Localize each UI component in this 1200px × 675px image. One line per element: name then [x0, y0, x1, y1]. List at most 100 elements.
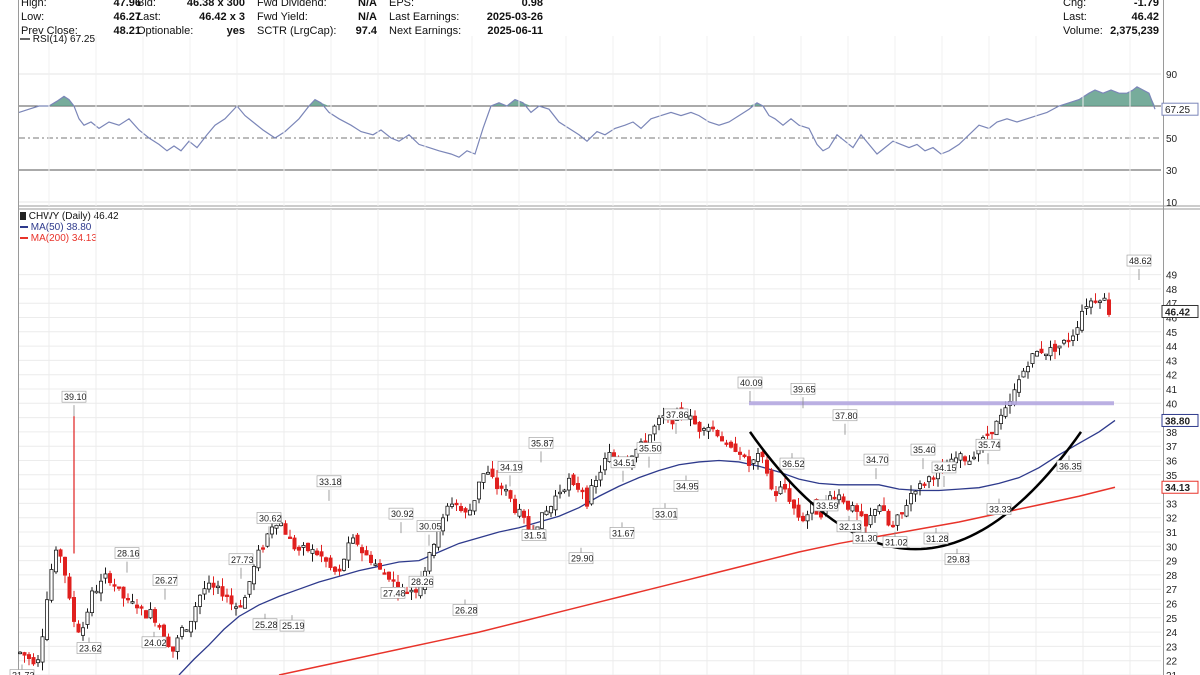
candle-body	[1057, 345, 1062, 349]
candle-body	[580, 489, 585, 493]
annotation-box	[923, 532, 949, 545]
rsi-last-box	[1161, 102, 1199, 116]
quote-label: Chg:	[1063, 0, 1087, 9]
candle-body	[697, 421, 702, 432]
candle-body	[94, 590, 99, 594]
annotation-box	[609, 527, 635, 539]
quote-value: 46.42 x 3	[199, 11, 245, 23]
annotation-label: 23.62	[79, 644, 102, 654]
candle-body	[508, 490, 513, 499]
price-tick-label: 24	[1166, 628, 1178, 639]
quote-value: N/A	[358, 0, 377, 9]
candle-body	[305, 542, 310, 552]
quote-row: Prev Close: 48.21	[21, 24, 141, 38]
candle-body	[152, 609, 157, 623]
candle-body	[476, 481, 481, 500]
candle-body	[139, 606, 144, 609]
annotation-label: 25.19	[282, 621, 305, 631]
quote-label: EPS:	[389, 0, 415, 9]
candle-body	[958, 453, 963, 461]
price-tick-label: 37	[1166, 442, 1178, 453]
candle-body	[485, 471, 490, 475]
quote-label: Bid:	[137, 0, 156, 9]
candle-body	[904, 505, 909, 517]
annotation-label: 35.87	[531, 438, 554, 448]
candle-body	[900, 512, 905, 515]
candle-body	[589, 485, 594, 505]
candle-body	[148, 609, 153, 619]
annotation-box	[528, 437, 554, 449]
quote-row: Bid: 46.38 x 300	[137, 0, 245, 10]
candle-body	[571, 474, 576, 486]
quote-label: Last:	[137, 11, 161, 23]
candle-body	[558, 491, 563, 495]
candle-body	[463, 508, 468, 513]
annotation-label: 28.26	[411, 577, 434, 587]
candle-body	[229, 595, 234, 605]
annotation-label: 35.74	[978, 440, 1001, 450]
candle-body	[742, 454, 747, 458]
candle-body	[1048, 347, 1053, 357]
candle-body	[706, 427, 711, 432]
candle-body	[931, 477, 936, 480]
annotation-box	[652, 507, 678, 520]
candle-body	[490, 468, 495, 477]
quote-value: 0.98	[521, 0, 543, 9]
candle-body	[846, 500, 851, 510]
annotation-label: 31.02	[885, 538, 908, 548]
candle-body	[36, 659, 41, 664]
quote-value: -1.79	[1133, 0, 1159, 9]
rsi-label-text: RSI(14) 67.25	[32, 34, 96, 45]
annotation-box	[152, 574, 178, 586]
candle-body	[1039, 348, 1044, 354]
candle-body	[242, 597, 247, 609]
candle-body	[373, 563, 378, 566]
annotation-box	[416, 520, 442, 532]
candle-body	[985, 433, 990, 436]
candle-body	[355, 534, 360, 545]
last-price-marker-label: 46.42	[1165, 307, 1190, 318]
candle-body	[211, 582, 216, 588]
candle-body	[567, 477, 572, 491]
quote-row: Last Earnings: 2025-03-26	[389, 10, 543, 24]
annotation-box	[832, 409, 858, 422]
candle-body	[693, 415, 698, 425]
candle-body	[657, 417, 662, 426]
candle-body	[1035, 351, 1040, 357]
quote-value: 46.38 x 300	[186, 0, 245, 9]
candle-body	[724, 442, 729, 445]
annotation-box	[521, 529, 547, 542]
candle-body	[607, 452, 612, 463]
candle-body	[1080, 310, 1085, 331]
candle-body	[359, 547, 364, 554]
annotation-label: 39.10	[64, 392, 87, 402]
candle-body	[715, 429, 720, 437]
candle-body	[1093, 300, 1098, 303]
annotation-label: 26.27	[155, 576, 178, 586]
price-tick-label: 22	[1166, 657, 1178, 668]
annotation-label: 33.59	[816, 501, 839, 511]
annotation-label: 33.01	[655, 509, 678, 519]
annotation-label: 21.73	[12, 671, 35, 675]
legend-ma200: MA(200) 34.13	[20, 233, 97, 244]
candle-body	[787, 488, 792, 502]
candle-body	[233, 606, 238, 609]
annotation-box	[636, 442, 662, 454]
rsi-tick-label: 50	[1166, 134, 1178, 145]
candle-body	[922, 483, 927, 486]
candle-body	[467, 509, 472, 516]
annotation-box	[836, 520, 862, 533]
candle-body	[440, 517, 445, 532]
candle-body	[67, 576, 72, 599]
candle-body	[895, 514, 900, 526]
candle-body	[130, 601, 135, 604]
rsi-overbought-fill	[19, 86, 1155, 106]
candle-body	[72, 597, 77, 622]
candle-body	[99, 580, 104, 594]
candle-body	[409, 589, 414, 593]
annotation-label: 35.50	[639, 444, 662, 454]
quote-value: 2025-06-11	[487, 25, 543, 37]
candle-body	[801, 515, 806, 522]
candle-body	[179, 627, 184, 637]
quote-header: High: 47.96 Low: 46.27 Prev Close: 48.21 Bid:…	[19, 0, 1162, 37]
